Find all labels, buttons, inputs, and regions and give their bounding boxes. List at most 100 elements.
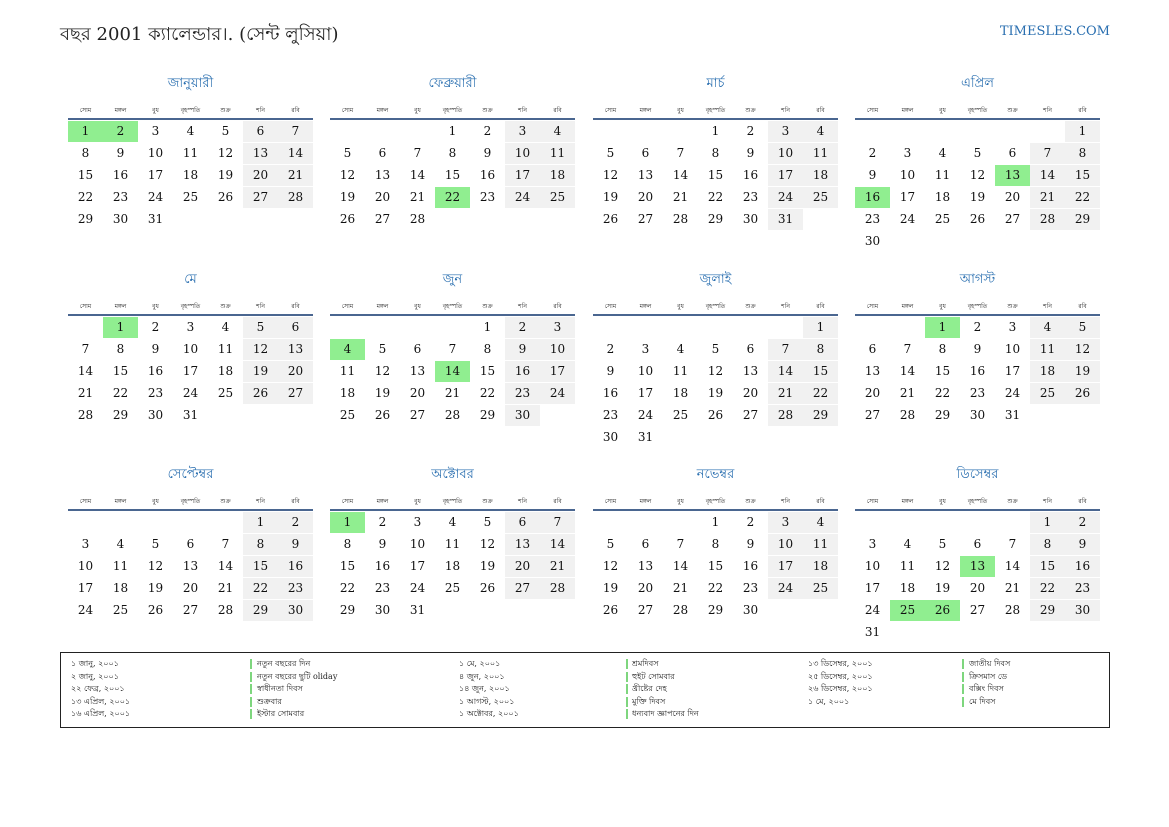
day-cell: 18 [1030,361,1065,382]
day-cell: 9 [378,537,387,551]
day-cell: 20 [374,190,391,204]
day-cell: 4 [330,339,365,360]
day-cell: 28 [672,212,689,226]
day-cell: 17 [409,559,426,573]
day-cell: 25 [934,212,951,226]
holiday-bar [250,671,252,682]
weekday: সোম [604,107,617,114]
day-cell: 29 [934,408,951,422]
day-cell: 19 [217,168,234,182]
day-cell: 21 [77,386,94,400]
day-cell: 26 [602,212,619,226]
day-cell: 19 [339,190,356,204]
day-cell: 16 [1065,556,1100,577]
day-cell: 16 [112,168,129,182]
day-cell: 5 [243,317,278,338]
day-cell: 22 [479,386,496,400]
weekday: রবি [816,303,825,310]
holiday-date: ১৩ এপ্রিল, ২০০১ [71,696,131,706]
day-cell: 10 [864,559,881,573]
weekday: মঙ্গল [376,498,389,505]
day-cell: 23 [742,190,759,204]
day-cell: 26 [374,408,391,422]
day-cell: 2 [606,342,615,356]
day-cell: 27 [374,212,391,226]
day-cell: 30 [602,430,619,444]
weekday: শুক্র [482,107,493,114]
day-cell: 24 [540,383,575,404]
day-cell: 7 [1008,537,1017,551]
weekday: মঙ্গল [376,107,389,114]
day-cell: 19 [243,361,278,382]
day-cell: 17 [505,165,540,186]
day-cell: 23 [969,386,986,400]
holiday-bar [626,709,628,720]
day-cell: 13 [409,364,426,378]
month-name: সেপ্টেম্বর [167,467,214,482]
day-cell: 31 [182,408,199,422]
weekday: বৃহস্পতি [705,107,726,114]
day-cell: 21 [1030,187,1065,208]
day-cell: 28 [77,408,94,422]
day-cell: 3 [1008,320,1017,334]
site-link[interactable]: TIMESLES.COM [999,24,1110,39]
weekday: বুধ [152,498,159,505]
day-cell: 11 [1030,339,1065,360]
day-cell: 27 [182,603,199,617]
day-cell: 22 [803,383,838,404]
holiday-name: মে দিবস [969,696,996,706]
day-cell: 23 [147,386,164,400]
day-cell: 27 [637,212,654,226]
day-cell: 17 [637,386,654,400]
day-cell: 29 [479,408,496,422]
day-cell: 14 [672,168,689,182]
day-cell: 6 [505,512,540,533]
day-cell: 20 [505,556,540,577]
day-cell: 16 [602,386,619,400]
day-cell: 15 [707,559,724,573]
holiday-name: নতুন বছরের দিন [257,659,311,668]
day-cell: 25 [217,386,234,400]
month-name: জানুয়ারী [167,76,214,91]
day-cell: 6 [641,537,650,551]
day-cell: 13 [374,168,391,182]
month-rule [68,509,313,511]
day-cell: 6 [641,146,650,160]
day-cell: 13 [182,559,199,573]
day-cell: 19 [479,559,496,573]
holiday-date: ১ মে, ২০০১ [808,696,850,706]
day-cell: 23 [602,408,619,422]
day-cell: 15 [934,364,951,378]
weekday: সোম [79,107,92,114]
day-cell: 19 [934,581,951,595]
weekday: শনি [518,498,527,505]
day-cell: 12 [934,559,951,573]
weekday: বুধ [939,303,946,310]
weekday: বুধ [677,107,684,114]
day-cell: 2 [746,124,755,138]
month-name: জুলাই [699,272,732,287]
day-cell: 27 [969,603,986,617]
weekday: মঙ্গল [639,107,652,114]
day-cell: 23 [479,190,496,204]
day-cell: 11 [444,537,461,551]
day-cell: 1 [243,512,278,533]
month-rule [855,118,1100,120]
day-cell: 13 [637,559,654,573]
weekday: শনি [256,498,265,505]
weekday: রবি [1078,107,1087,114]
day-cell: 5 [938,537,947,551]
day-cell: 29 [339,603,356,617]
weekday: বৃহস্পতি [442,107,463,114]
day-cell: 28 [444,408,461,422]
day-cell: 5 [221,124,230,138]
day-cell: 10 [147,146,164,160]
day-cell: 4 [186,124,195,138]
weekday: বৃহস্পতি [967,498,988,505]
day-cell: 7 [676,537,685,551]
weekday: শনি [1043,498,1052,505]
month-name: এপ্রিল [961,76,994,91]
weekday: সোম [866,107,879,114]
month-rule [855,314,1100,316]
day-cell: 30 [147,408,164,422]
